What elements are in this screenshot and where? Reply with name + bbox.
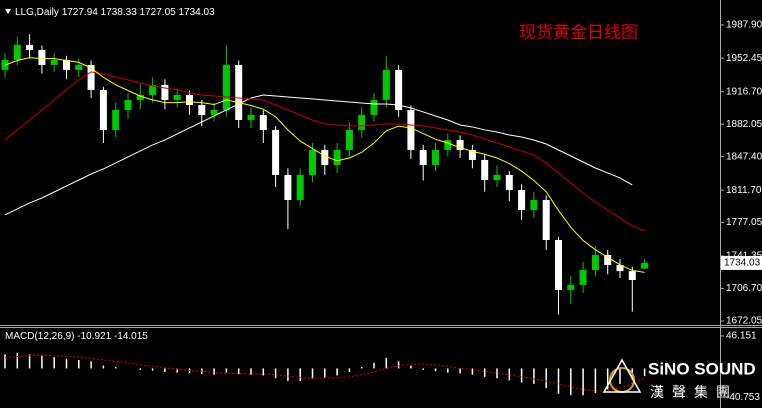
candle-body xyxy=(186,94,193,106)
candle-body xyxy=(382,69,390,100)
header-arrow xyxy=(5,9,11,14)
candle-body xyxy=(210,109,218,115)
current-price: 1734.03 xyxy=(724,258,761,269)
candle-body xyxy=(628,271,636,281)
candle-body xyxy=(63,59,70,70)
candle-body xyxy=(542,199,550,240)
candle-body xyxy=(493,174,501,180)
symbol: LLG,Daily xyxy=(15,7,59,18)
candle-body xyxy=(50,59,58,65)
moving-average xyxy=(4,94,633,216)
macd-label: MACD(12,26,9) xyxy=(5,331,74,342)
candle-body xyxy=(591,254,599,270)
candle-body xyxy=(518,189,526,210)
y-tick-label: 1916.70 xyxy=(726,86,762,97)
candle-body xyxy=(99,89,107,130)
candle-body xyxy=(604,254,612,266)
y-tick-label: 1777.05 xyxy=(726,217,762,228)
close-value: 1734.03 xyxy=(179,7,216,18)
watermark-brand: SiNO SOUND xyxy=(648,359,756,378)
candle-body xyxy=(75,64,83,70)
candle-body xyxy=(641,262,649,269)
macd-header: MACD(12,26,9) -10.921 -14.015 xyxy=(5,331,148,342)
candle-body xyxy=(26,44,34,50)
candle-body xyxy=(173,94,181,100)
moving-average xyxy=(4,71,645,232)
watermark-brand-cn: 漢聲集團 xyxy=(650,384,738,401)
candle-body xyxy=(370,99,378,115)
candle-body xyxy=(222,64,230,110)
candle-body xyxy=(112,109,120,130)
candle-body xyxy=(38,49,46,65)
signal-value: -14.015 xyxy=(114,331,148,342)
macd-value: -10.921 xyxy=(77,331,111,342)
candle-body xyxy=(296,174,304,200)
candle-body xyxy=(259,114,267,130)
candle-body xyxy=(149,84,157,95)
candle-body xyxy=(555,239,562,290)
candle-body xyxy=(136,94,144,100)
price-label-box xyxy=(721,255,762,270)
candle-body xyxy=(432,150,439,165)
plot xyxy=(1,34,649,396)
chart-header: LLG,Daily 1727.94 1738.33 1727.05 1734.0… xyxy=(15,7,215,18)
candle-body xyxy=(272,129,280,175)
candle-body xyxy=(468,150,476,160)
y-tick-label: 1952.45 xyxy=(726,53,762,64)
candle-body xyxy=(13,44,21,60)
candle-body xyxy=(87,64,95,90)
candle-body xyxy=(333,150,341,165)
moving-average xyxy=(4,57,645,273)
candle-body xyxy=(407,109,415,151)
signal-line xyxy=(4,354,645,392)
low-value: 1727.05 xyxy=(140,7,177,18)
candle-body xyxy=(481,159,489,180)
candle-body xyxy=(284,174,292,200)
candle-body xyxy=(456,139,464,151)
candle-body xyxy=(579,269,587,285)
candle-body xyxy=(235,64,243,121)
y-tick-label: 1987.90 xyxy=(726,20,762,31)
y-tick-label: 1811.70 xyxy=(726,185,762,196)
candle-body xyxy=(530,199,538,210)
y-tick-label: 1882.05 xyxy=(726,119,762,130)
watermark: SiNO SOUND 漢聲集團 xyxy=(602,358,756,401)
candle-body xyxy=(395,69,403,110)
candle-body xyxy=(321,150,329,165)
candle-body xyxy=(198,105,206,115)
high-value: 1738.33 xyxy=(101,7,138,18)
open-value: 1727.94 xyxy=(62,7,99,18)
candle-body xyxy=(505,174,513,190)
y-tick-label: 46.151 xyxy=(726,331,757,342)
candle-body xyxy=(616,265,624,272)
y-tick-label: 1706.70 xyxy=(726,283,762,294)
candle-body xyxy=(358,114,366,130)
candle-body xyxy=(345,129,353,151)
y-tick-label: 1847.40 xyxy=(726,151,762,162)
y-tick-label: -40.753 xyxy=(726,392,760,403)
price-axis: 1987.90 1952.45 1916.70 1882.05 1847.40 1811.… xyxy=(720,20,762,403)
candle-body xyxy=(444,139,452,151)
candle-body xyxy=(247,114,255,121)
candle-body xyxy=(419,150,427,165)
candle-body xyxy=(124,99,132,110)
candle-body xyxy=(161,84,169,100)
chart-title: 现货黄金日线图 xyxy=(519,23,638,43)
candle-body xyxy=(567,284,575,290)
y-tick-label: 1672.05 xyxy=(726,316,762,327)
candle-body xyxy=(309,150,316,175)
logo xyxy=(602,358,642,393)
